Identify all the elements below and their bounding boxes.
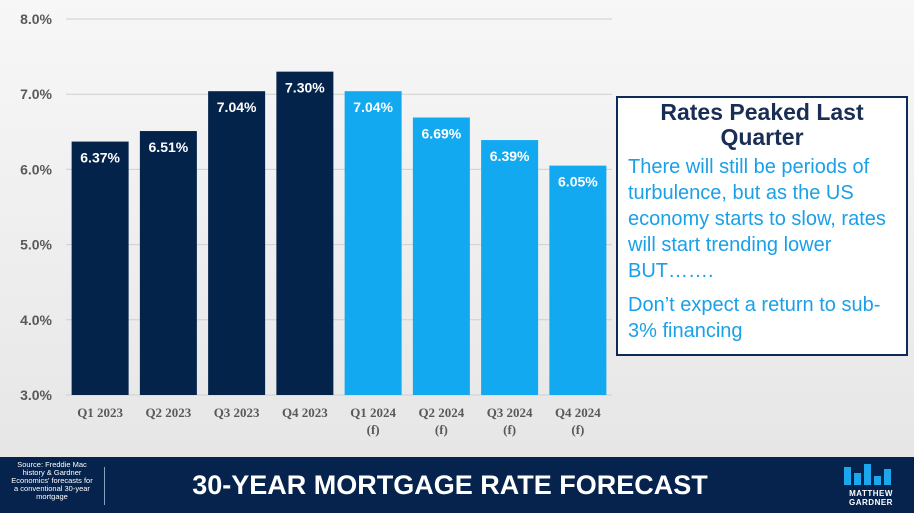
source-note: Source: Freddie Mac history & Gardner Ec… [11, 460, 93, 501]
x-axis-ticks: Q1 2023 Q2 2023 Q3 2023 Q4 2023 Q1 2024 (f) Q2… [77, 405, 601, 437]
y-tick-label: 6.0% [20, 161, 52, 177]
y-tick-label: 7.0% [20, 86, 52, 102]
x-tick-label: Q2 2023 [145, 405, 191, 420]
callout-box: Rates Peaked Last Quarter There will sti… [616, 96, 908, 356]
data-label: 7.30% [285, 80, 325, 96]
x-tick-label: Q1 2023 [77, 405, 123, 420]
bar [208, 91, 266, 395]
matthew-gardner-logo: MATTHEW GARDNER [840, 463, 902, 509]
logo-bars-icon [844, 464, 891, 485]
y-tick-label: 5.0% [20, 237, 52, 253]
data-label: 6.51% [149, 139, 189, 155]
x-tick-label: Q3 2023 [214, 405, 260, 420]
bar-chart: 3.0% 4.0% 5.0% 6.0% 7.0% 8.0% 6.37% 6.51% 7.04%… [20, 11, 612, 437]
callout-warning-text: Don’t expect a return to sub-3% financin… [628, 294, 881, 342]
x-tick-label: (f) [503, 422, 516, 437]
data-label: 7.04% [217, 99, 257, 115]
x-tick-label: Q1 2024 [350, 405, 396, 420]
slide-title: 30-YEAR MORTGAGE RATE FORECAST [192, 470, 708, 500]
y-tick-label: 3.0% [20, 387, 52, 403]
x-tick-label: Q2 2024 [418, 405, 464, 420]
bar [71, 141, 129, 395]
bar [549, 165, 607, 395]
y-tick-label: 4.0% [20, 312, 52, 328]
bar [344, 91, 402, 395]
x-tick-label: (f) [435, 422, 448, 437]
footer-divider [104, 467, 105, 505]
data-label: 6.37% [80, 150, 120, 166]
data-label: 6.39% [490, 148, 530, 164]
callout-body-text: There will still be periods of turbulenc… [628, 156, 886, 282]
bars [71, 71, 607, 396]
bar [276, 71, 334, 395]
bar [412, 117, 470, 396]
data-labels: 6.37% 6.51% 7.04% 7.30% 7.04% 6.69% 6.39% 6.05% [80, 80, 598, 190]
data-label: 6.69% [422, 126, 462, 142]
x-tick-label: Q3 2024 [487, 405, 533, 420]
x-tick-label: (f) [367, 422, 380, 437]
data-label: 7.04% [353, 99, 393, 115]
logo-text: MATTHEW GARDNER [840, 489, 902, 507]
x-tick-label: Q4 2024 [555, 405, 601, 420]
bar [139, 131, 197, 395]
callout-title: Rates Peaked Last Quarter [660, 99, 864, 150]
logo-line-2: GARDNER [849, 498, 893, 507]
x-tick-label: (f) [571, 422, 584, 437]
x-tick-label: Q4 2023 [282, 405, 328, 420]
logo-line-1: MATTHEW [849, 489, 893, 498]
bar [481, 140, 539, 395]
data-label: 6.05% [558, 174, 598, 190]
footer-bar: Source: Freddie Mac history & Gardner Ec… [0, 457, 914, 513]
y-axis-ticks: 3.0% 4.0% 5.0% 6.0% 7.0% 8.0% [20, 11, 52, 403]
y-tick-label: 8.0% [20, 11, 52, 27]
